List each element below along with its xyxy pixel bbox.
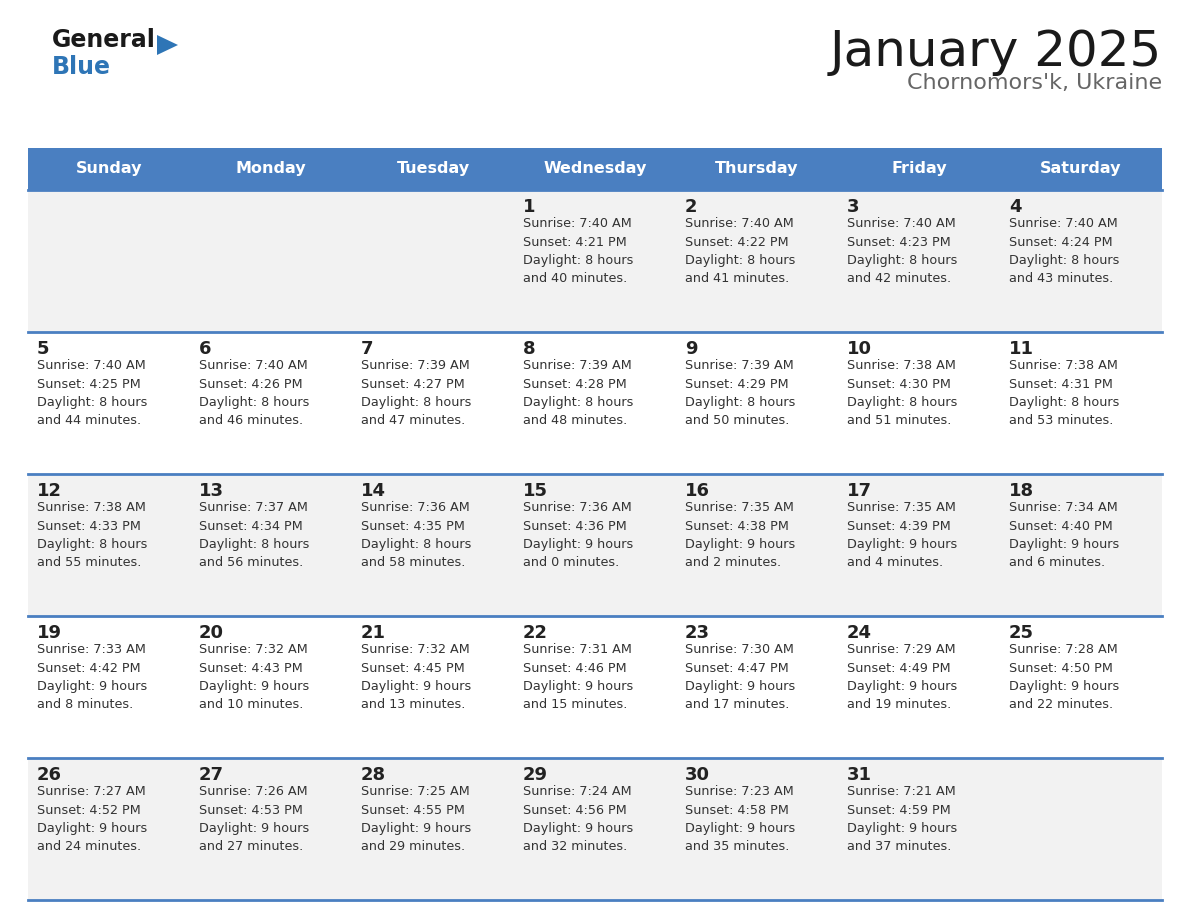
Text: Sunrise: 7:36 AM
Sunset: 4:35 PM
Daylight: 8 hours
and 58 minutes.: Sunrise: 7:36 AM Sunset: 4:35 PM Dayligh… — [361, 501, 472, 569]
Text: Sunrise: 7:23 AM
Sunset: 4:58 PM
Daylight: 9 hours
and 35 minutes.: Sunrise: 7:23 AM Sunset: 4:58 PM Dayligh… — [685, 785, 795, 854]
Text: 5: 5 — [37, 340, 50, 358]
Text: Sunrise: 7:27 AM
Sunset: 4:52 PM
Daylight: 9 hours
and 24 minutes.: Sunrise: 7:27 AM Sunset: 4:52 PM Dayligh… — [37, 785, 147, 854]
Text: Chornomors'k, Ukraine: Chornomors'k, Ukraine — [906, 73, 1162, 93]
Text: Thursday: Thursday — [715, 162, 798, 176]
Text: Friday: Friday — [891, 162, 947, 176]
Text: Sunrise: 7:39 AM
Sunset: 4:28 PM
Daylight: 8 hours
and 48 minutes.: Sunrise: 7:39 AM Sunset: 4:28 PM Dayligh… — [523, 359, 633, 428]
Text: Sunrise: 7:38 AM
Sunset: 4:31 PM
Daylight: 8 hours
and 53 minutes.: Sunrise: 7:38 AM Sunset: 4:31 PM Dayligh… — [1009, 359, 1119, 428]
Text: 8: 8 — [523, 340, 536, 358]
Bar — [29, 190, 1162, 332]
Text: 4: 4 — [1009, 198, 1022, 216]
Text: 19: 19 — [37, 624, 62, 642]
Text: Sunrise: 7:38 AM
Sunset: 4:33 PM
Daylight: 8 hours
and 55 minutes.: Sunrise: 7:38 AM Sunset: 4:33 PM Dayligh… — [37, 501, 147, 569]
Text: 17: 17 — [847, 482, 872, 500]
Text: 27: 27 — [200, 766, 225, 784]
Text: Sunrise: 7:33 AM
Sunset: 4:42 PM
Daylight: 9 hours
and 8 minutes.: Sunrise: 7:33 AM Sunset: 4:42 PM Dayligh… — [37, 643, 147, 711]
Text: Tuesday: Tuesday — [397, 162, 469, 176]
Bar — [29, 616, 1162, 758]
Text: 26: 26 — [37, 766, 62, 784]
Text: 28: 28 — [361, 766, 386, 784]
Text: Sunrise: 7:21 AM
Sunset: 4:59 PM
Daylight: 9 hours
and 37 minutes.: Sunrise: 7:21 AM Sunset: 4:59 PM Dayligh… — [847, 785, 958, 854]
Text: Sunrise: 7:32 AM
Sunset: 4:43 PM
Daylight: 9 hours
and 10 minutes.: Sunrise: 7:32 AM Sunset: 4:43 PM Dayligh… — [200, 643, 309, 711]
Text: Sunrise: 7:34 AM
Sunset: 4:40 PM
Daylight: 9 hours
and 6 minutes.: Sunrise: 7:34 AM Sunset: 4:40 PM Dayligh… — [1009, 501, 1119, 569]
Text: Sunrise: 7:40 AM
Sunset: 4:26 PM
Daylight: 8 hours
and 46 minutes.: Sunrise: 7:40 AM Sunset: 4:26 PM Dayligh… — [200, 359, 309, 428]
Text: 25: 25 — [1009, 624, 1034, 642]
Text: Sunrise: 7:35 AM
Sunset: 4:38 PM
Daylight: 9 hours
and 2 minutes.: Sunrise: 7:35 AM Sunset: 4:38 PM Dayligh… — [685, 501, 795, 569]
Text: General: General — [52, 28, 156, 52]
Text: 6: 6 — [200, 340, 211, 358]
Text: 18: 18 — [1009, 482, 1034, 500]
Text: 7: 7 — [361, 340, 373, 358]
Text: January 2025: January 2025 — [829, 28, 1162, 76]
Text: Sunrise: 7:37 AM
Sunset: 4:34 PM
Daylight: 8 hours
and 56 minutes.: Sunrise: 7:37 AM Sunset: 4:34 PM Dayligh… — [200, 501, 309, 569]
Text: Sunrise: 7:40 AM
Sunset: 4:23 PM
Daylight: 8 hours
and 42 minutes.: Sunrise: 7:40 AM Sunset: 4:23 PM Dayligh… — [847, 217, 958, 285]
Text: Sunrise: 7:40 AM
Sunset: 4:24 PM
Daylight: 8 hours
and 43 minutes.: Sunrise: 7:40 AM Sunset: 4:24 PM Dayligh… — [1009, 217, 1119, 285]
Text: Sunrise: 7:32 AM
Sunset: 4:45 PM
Daylight: 9 hours
and 13 minutes.: Sunrise: 7:32 AM Sunset: 4:45 PM Dayligh… — [361, 643, 472, 711]
Bar — [29, 148, 1162, 190]
Text: 2: 2 — [685, 198, 697, 216]
Text: 29: 29 — [523, 766, 548, 784]
Text: Sunday: Sunday — [76, 162, 143, 176]
Text: 9: 9 — [685, 340, 697, 358]
Text: 1: 1 — [523, 198, 536, 216]
Text: 30: 30 — [685, 766, 710, 784]
Text: 21: 21 — [361, 624, 386, 642]
Text: 20: 20 — [200, 624, 225, 642]
Text: Sunrise: 7:38 AM
Sunset: 4:30 PM
Daylight: 8 hours
and 51 minutes.: Sunrise: 7:38 AM Sunset: 4:30 PM Dayligh… — [847, 359, 958, 428]
Polygon shape — [157, 35, 178, 55]
Text: Saturday: Saturday — [1041, 162, 1121, 176]
Text: Sunrise: 7:40 AM
Sunset: 4:25 PM
Daylight: 8 hours
and 44 minutes.: Sunrise: 7:40 AM Sunset: 4:25 PM Dayligh… — [37, 359, 147, 428]
Text: Sunrise: 7:40 AM
Sunset: 4:21 PM
Daylight: 8 hours
and 40 minutes.: Sunrise: 7:40 AM Sunset: 4:21 PM Dayligh… — [523, 217, 633, 285]
Text: 14: 14 — [361, 482, 386, 500]
Bar — [29, 758, 1162, 900]
Text: 13: 13 — [200, 482, 225, 500]
Text: Sunrise: 7:31 AM
Sunset: 4:46 PM
Daylight: 9 hours
and 15 minutes.: Sunrise: 7:31 AM Sunset: 4:46 PM Dayligh… — [523, 643, 633, 711]
Text: Sunrise: 7:30 AM
Sunset: 4:47 PM
Daylight: 9 hours
and 17 minutes.: Sunrise: 7:30 AM Sunset: 4:47 PM Dayligh… — [685, 643, 795, 711]
Text: 11: 11 — [1009, 340, 1034, 358]
Text: Sunrise: 7:25 AM
Sunset: 4:55 PM
Daylight: 9 hours
and 29 minutes.: Sunrise: 7:25 AM Sunset: 4:55 PM Dayligh… — [361, 785, 472, 854]
Text: Wednesday: Wednesday — [543, 162, 646, 176]
Text: 22: 22 — [523, 624, 548, 642]
Text: 3: 3 — [847, 198, 859, 216]
Text: Sunrise: 7:28 AM
Sunset: 4:50 PM
Daylight: 9 hours
and 22 minutes.: Sunrise: 7:28 AM Sunset: 4:50 PM Dayligh… — [1009, 643, 1119, 711]
Text: Sunrise: 7:29 AM
Sunset: 4:49 PM
Daylight: 9 hours
and 19 minutes.: Sunrise: 7:29 AM Sunset: 4:49 PM Dayligh… — [847, 643, 958, 711]
Text: Sunrise: 7:40 AM
Sunset: 4:22 PM
Daylight: 8 hours
and 41 minutes.: Sunrise: 7:40 AM Sunset: 4:22 PM Dayligh… — [685, 217, 796, 285]
Text: Monday: Monday — [235, 162, 307, 176]
Text: Sunrise: 7:26 AM
Sunset: 4:53 PM
Daylight: 9 hours
and 27 minutes.: Sunrise: 7:26 AM Sunset: 4:53 PM Dayligh… — [200, 785, 309, 854]
Text: 31: 31 — [847, 766, 872, 784]
Text: Sunrise: 7:39 AM
Sunset: 4:29 PM
Daylight: 8 hours
and 50 minutes.: Sunrise: 7:39 AM Sunset: 4:29 PM Dayligh… — [685, 359, 796, 428]
Bar — [29, 474, 1162, 616]
Text: 23: 23 — [685, 624, 710, 642]
Text: Blue: Blue — [52, 55, 110, 79]
Text: 12: 12 — [37, 482, 62, 500]
Text: 24: 24 — [847, 624, 872, 642]
Text: Sunrise: 7:24 AM
Sunset: 4:56 PM
Daylight: 9 hours
and 32 minutes.: Sunrise: 7:24 AM Sunset: 4:56 PM Dayligh… — [523, 785, 633, 854]
Text: Sunrise: 7:39 AM
Sunset: 4:27 PM
Daylight: 8 hours
and 47 minutes.: Sunrise: 7:39 AM Sunset: 4:27 PM Dayligh… — [361, 359, 472, 428]
Text: 10: 10 — [847, 340, 872, 358]
Text: Sunrise: 7:36 AM
Sunset: 4:36 PM
Daylight: 9 hours
and 0 minutes.: Sunrise: 7:36 AM Sunset: 4:36 PM Dayligh… — [523, 501, 633, 569]
Text: Sunrise: 7:35 AM
Sunset: 4:39 PM
Daylight: 9 hours
and 4 minutes.: Sunrise: 7:35 AM Sunset: 4:39 PM Dayligh… — [847, 501, 958, 569]
Bar — [29, 332, 1162, 474]
Text: 16: 16 — [685, 482, 710, 500]
Text: 15: 15 — [523, 482, 548, 500]
